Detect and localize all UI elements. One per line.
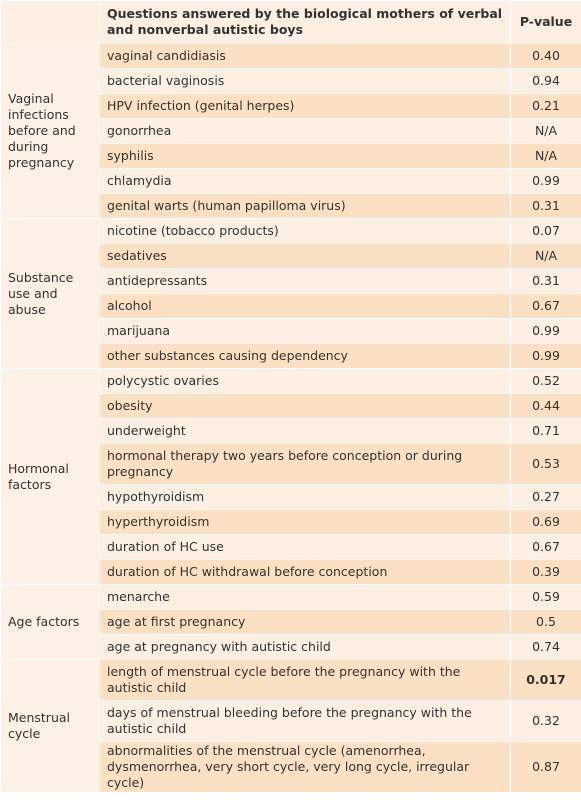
question: other substances causing dependency — [99, 343, 511, 369]
table-row: marijuana 0.99 — [1, 318, 581, 344]
p-value: 0.44 — [510, 393, 581, 419]
p-value: 0.31 — [510, 268, 581, 294]
table-row: duration of HC use 0.67 — [1, 534, 581, 560]
p-value: 0.67 — [510, 293, 581, 319]
table-row: obesity 0.44 — [1, 393, 581, 419]
table-row: gonorrhea N/A — [1, 118, 581, 144]
question: obesity — [99, 393, 511, 419]
question: length of menstrual cycle before the pre… — [99, 659, 511, 701]
p-value: 0.40 — [510, 43, 581, 69]
group-label: Substance use and abuse — [0, 218, 100, 369]
question: marijuana — [99, 318, 511, 344]
p-value: 0.99 — [510, 318, 581, 344]
table-row: age at first pregnancy 0.5 — [1, 609, 581, 635]
p-value: 0.017 — [510, 659, 581, 701]
question: age at first pregnancy — [99, 609, 511, 635]
question: menarche — [99, 584, 511, 610]
table-row: bacterial vaginosis 0.94 — [1, 68, 581, 94]
p-value: 0.74 — [510, 634, 581, 660]
question: underweight — [99, 418, 511, 444]
header-row: Questions answered by the biological mot… — [0, 0, 581, 44]
table-row: Hormonal factors polycystic ovaries 0.52 — [0, 368, 581, 585]
question: duration of HC use — [99, 534, 511, 560]
question: syphilis — [99, 143, 511, 169]
table-row: chlamydia 0.99 — [1, 168, 581, 194]
question: alcohol — [99, 293, 511, 319]
group-label: Vaginal infections before and during pre… — [0, 43, 100, 219]
p-value: 0.53 — [510, 443, 581, 485]
question: hyperthyroidism — [99, 509, 511, 535]
p-value: 0.87 — [510, 741, 581, 793]
question: genital warts (human papilloma virus) — [99, 193, 511, 219]
question: days of menstrual bleeding before the pr… — [99, 700, 511, 742]
header-blank — [0, 0, 100, 44]
table-row: genital warts (human papilloma virus) 0.3… — [1, 193, 581, 219]
p-value: 0.52 — [510, 368, 581, 394]
question: polycystic ovaries — [99, 368, 511, 394]
table-row: sedatives N/A — [1, 243, 581, 269]
p-value: 0.71 — [510, 418, 581, 444]
question: gonorrhea — [99, 118, 511, 144]
question: sedatives — [99, 243, 511, 269]
group-label: Menstrual cycle — [0, 659, 100, 793]
p-value: 0.07 — [510, 218, 581, 244]
p-value: N/A — [510, 143, 581, 169]
table-row: antidepressants 0.31 — [1, 268, 581, 294]
question: bacterial vaginosis — [99, 68, 511, 94]
question: hormonal therapy two years before concep… — [99, 443, 511, 485]
question: HPV infection (genital herpes) — [99, 93, 511, 119]
table-row: other substances causing dependency 0.99 — [1, 343, 581, 369]
table-row: Vaginal infections before and during pre… — [0, 43, 581, 219]
question: abnormalities of the menstrual cycle (am… — [99, 741, 511, 793]
p-value: 0.99 — [510, 168, 581, 194]
table-row: hypothyroidism 0.27 — [1, 484, 581, 510]
question: hypothyroidism — [99, 484, 511, 510]
question: vaginal candidiasis — [99, 43, 511, 69]
p-value: 0.31 — [510, 193, 581, 219]
p-value: N/A — [510, 243, 581, 269]
table-row: hyperthyroidism 0.69 — [1, 509, 581, 535]
table-row: Substance use and abuse nicotine (tobacco… — [0, 218, 581, 369]
p-value: 0.99 — [510, 343, 581, 369]
group-label: Age factors — [0, 584, 100, 660]
table-row: syphilis N/A — [1, 143, 581, 169]
p-value: 0.27 — [510, 484, 581, 510]
p-value: 0.94 — [510, 68, 581, 94]
question: chlamydia — [99, 168, 511, 194]
question: antidepressants — [99, 268, 511, 294]
group-label: Hormonal factors — [0, 368, 100, 585]
p-value: 0.59 — [510, 584, 581, 610]
question: nicotine (tobacco products) — [99, 218, 511, 244]
p-value: 0.39 — [510, 559, 581, 585]
p-value: 0.5 — [510, 609, 581, 635]
table-row: Menstrual cycle length of menstrual cycle… — [0, 659, 581, 793]
table-row: age at pregnancy with autistic child 0.74 — [1, 634, 581, 660]
table-row: hormonal therapy two years before concep… — [1, 443, 581, 485]
table-row: Age factors menarche 0.59 — [0, 584, 581, 660]
table-row: underweight 0.71 — [1, 418, 581, 444]
header-question: Questions answered by the biological mot… — [99, 0, 511, 44]
table-body: Vaginal infections before and during pre… — [0, 43, 581, 793]
p-value: 0.69 — [510, 509, 581, 535]
table-row: abnormalities of the menstrual cycle (am… — [1, 741, 581, 793]
p-value: 0.67 — [510, 534, 581, 560]
question: duration of HC withdrawal before concept… — [99, 559, 511, 585]
p-value: N/A — [510, 118, 581, 144]
question: age at pregnancy with autistic child — [99, 634, 511, 660]
p-value: 0.21 — [510, 93, 581, 119]
p-value: 0.32 — [510, 700, 581, 742]
header-p-value: P-value — [510, 0, 581, 44]
